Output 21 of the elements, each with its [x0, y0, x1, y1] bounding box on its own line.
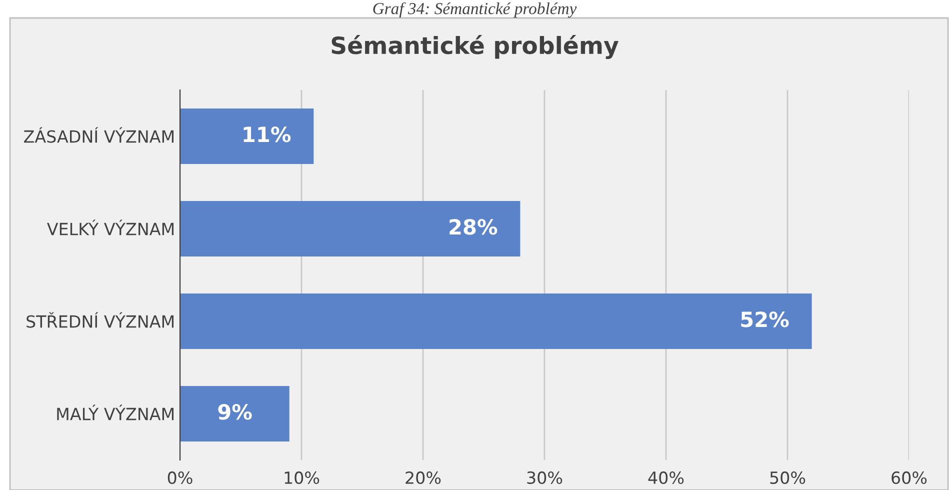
x-tick-label: 0%: [168, 471, 192, 484]
chart-title: Sémantické problémy: [332, 35, 618, 59]
data-label: 9%: [218, 404, 252, 420]
data-label: 28%: [450, 219, 498, 235]
y-tick-label: ZÁSADNÍ VÝZNAM: [24, 127, 174, 143]
bar: [180, 294, 812, 349]
y-tick-label: VELKÝ VÝZNAM: [47, 220, 174, 236]
x-tick-label: 20%: [406, 471, 441, 484]
bar: [180, 386, 290, 442]
x-tick-label: 50%: [770, 471, 806, 484]
bar: [180, 108, 314, 164]
y-tick-label: MALÝ VÝZNAM: [57, 404, 174, 420]
x-tick-label: 60%: [892, 471, 927, 484]
bar: [180, 201, 520, 256]
data-label: 11%: [244, 126, 291, 142]
data-label: 52%: [741, 312, 789, 328]
x-tick-label: 10%: [284, 471, 320, 484]
x-tick-label: 30%: [527, 471, 562, 484]
x-tick-label: 40%: [648, 471, 684, 484]
y-tick-label: STŘEDNÍ VÝZNAM: [26, 312, 174, 328]
text: Graf 34: Sémantické problémy: [373, 2, 577, 18]
